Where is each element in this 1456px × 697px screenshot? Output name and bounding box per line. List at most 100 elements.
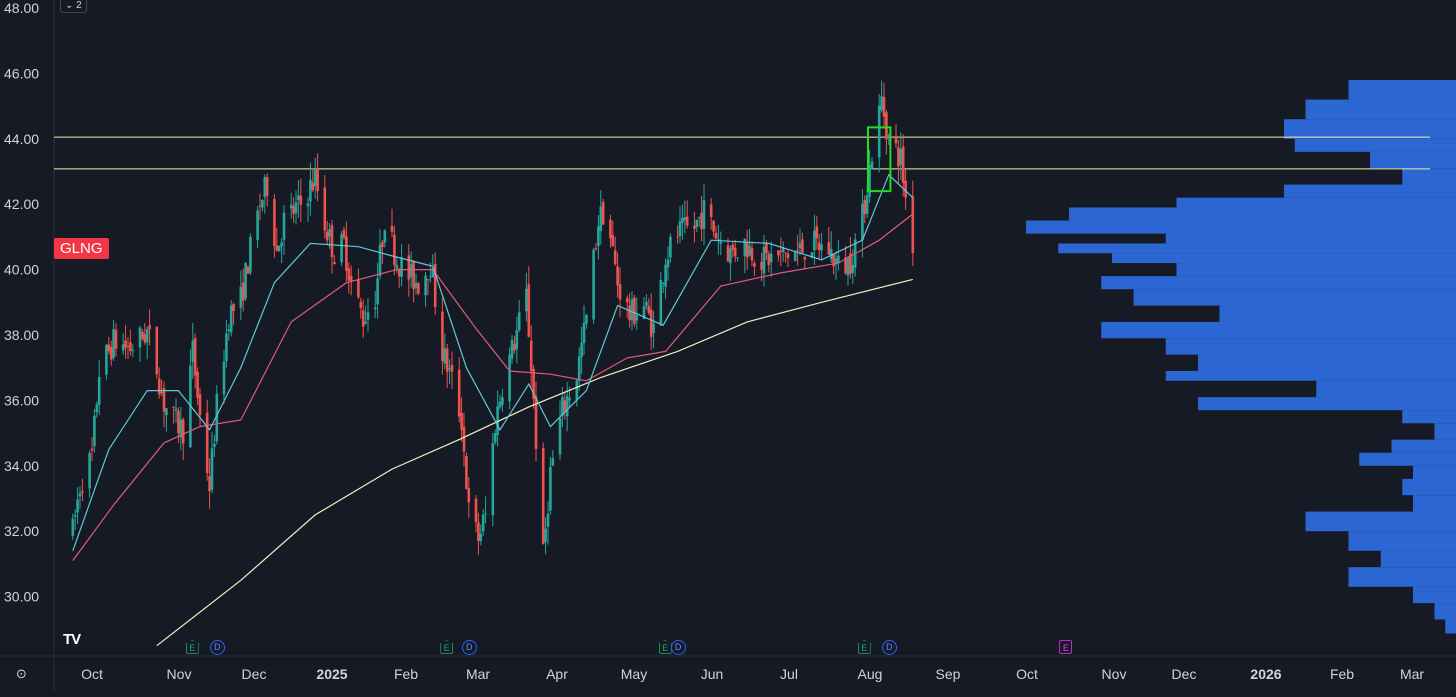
candle-body [444, 348, 447, 363]
x-tick-label: Oct [1016, 666, 1038, 682]
dividend-marker[interactable]: D [671, 640, 686, 655]
candle-body [580, 343, 583, 357]
candle-body [367, 312, 370, 320]
candle-body [511, 340, 514, 358]
candle-body [679, 222, 682, 236]
dividend-marker[interactable]: D [882, 640, 897, 655]
candle-body [290, 205, 293, 209]
series-collapse-toggle[interactable]: ⌄ 2 [60, 0, 87, 13]
volume-profile-bar [1402, 479, 1456, 495]
volume-profile-bar [1166, 234, 1456, 244]
candle-body [552, 458, 555, 466]
candle-body [693, 226, 696, 229]
candle-body [172, 407, 175, 408]
candle-body [768, 254, 771, 265]
settings-icon[interactable]: ⊙ [16, 666, 27, 682]
candle-body [864, 200, 867, 214]
candle-body [612, 235, 615, 247]
candle-body [780, 251, 783, 252]
volume-profile-bar [1166, 338, 1456, 354]
candle-body [784, 252, 787, 253]
candle-body [247, 267, 250, 274]
x-tick-label: Feb [1330, 666, 1354, 682]
candle-body [175, 409, 178, 411]
candle-body [261, 200, 264, 207]
candle-body [312, 183, 315, 190]
candle-body [297, 195, 300, 200]
candle-body [609, 220, 612, 239]
candle-body [549, 467, 552, 511]
candle-body [664, 265, 667, 287]
candle-body [667, 259, 670, 267]
candle-body [98, 377, 101, 405]
candle-body [276, 245, 279, 250]
candle-body [417, 283, 420, 294]
candle-body [883, 97, 886, 117]
candle-body [468, 488, 471, 502]
x-tick-label: Mar [466, 666, 490, 682]
candle-body [374, 307, 377, 309]
candle-body [631, 299, 634, 320]
candle-body [799, 243, 802, 248]
candle-body [225, 333, 228, 361]
candle-body [384, 230, 387, 242]
candle-body [787, 253, 790, 258]
candle-body [712, 221, 715, 232]
y-tick-label: 36.00 [4, 392, 39, 408]
candle-body [734, 248, 737, 256]
dividend-marker[interactable]: D [462, 640, 477, 655]
x-tick-label: Dec [1172, 666, 1197, 682]
candle-body [105, 345, 108, 375]
candle-body [501, 397, 504, 405]
candle-body [729, 248, 732, 263]
candle-body [91, 449, 94, 451]
candle-body [662, 283, 665, 284]
candle-body [391, 226, 394, 232]
candle-body [564, 400, 567, 412]
candle-body [264, 177, 267, 197]
candle-body [813, 231, 816, 251]
volume-profile-bar [1413, 587, 1456, 603]
candle-body [477, 522, 480, 541]
candle-body [160, 392, 163, 393]
candle-body [820, 244, 823, 250]
candle-body [765, 243, 768, 253]
x-tick-label: Sep [936, 666, 961, 682]
y-tick-label: 32.00 [4, 523, 39, 539]
volume-profile-bar [1349, 567, 1456, 587]
candle-body [700, 213, 703, 229]
dividend-marker[interactable]: D [210, 640, 225, 655]
volume-profile-bar [1198, 355, 1456, 371]
candle-body [648, 306, 651, 313]
candle-body [348, 268, 351, 280]
candle-body [830, 249, 833, 259]
x-tick-label: Jul [780, 666, 798, 682]
candle-body [460, 413, 463, 430]
candle-body [194, 338, 197, 375]
candle-body [278, 246, 281, 252]
candle-body [600, 207, 603, 231]
candle-body [328, 229, 331, 236]
candle-body [93, 416, 96, 447]
candle-body [583, 323, 586, 343]
candle-body [544, 529, 547, 542]
candle-body [316, 169, 319, 191]
candle-body [156, 327, 159, 375]
candle-body [206, 413, 209, 473]
candle-body [196, 372, 199, 398]
candle-body [448, 368, 451, 369]
x-tick-label: Nov [167, 666, 192, 682]
candle-body [597, 226, 600, 246]
candle-body [124, 340, 127, 347]
candle-body [192, 341, 195, 362]
candle-body [508, 355, 511, 402]
candle-body [837, 256, 840, 263]
candle-body [681, 218, 684, 223]
candle-body [273, 199, 276, 246]
candle-body [115, 330, 118, 349]
candle-body [753, 263, 756, 266]
future-earnings-marker[interactable]: E [1059, 640, 1072, 654]
candle-body [866, 196, 869, 214]
